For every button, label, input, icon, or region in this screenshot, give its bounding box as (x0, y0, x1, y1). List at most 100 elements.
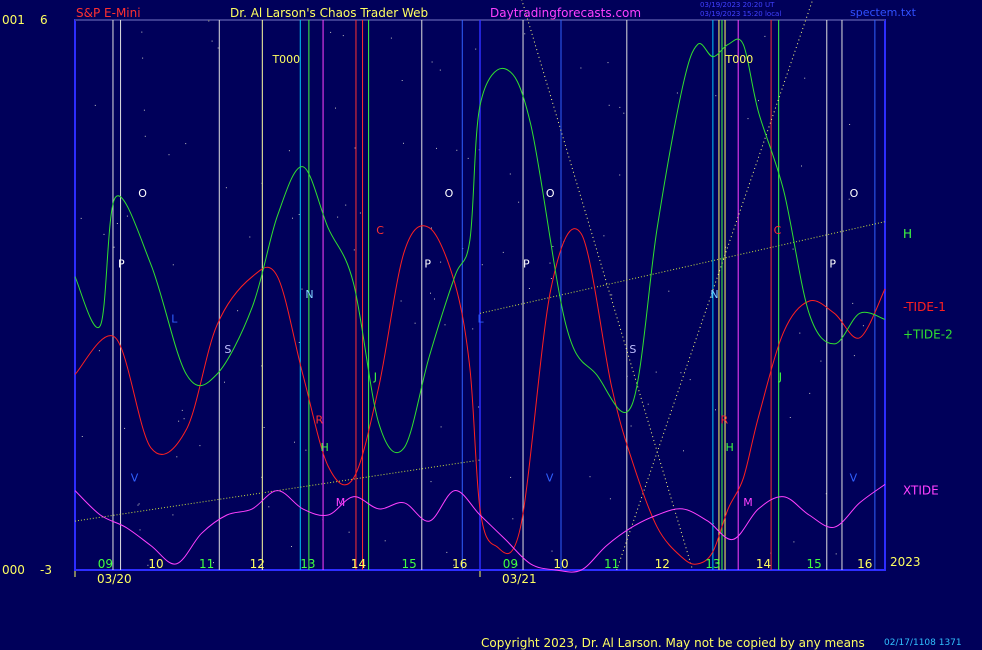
star-dot (354, 147, 356, 149)
annotation-n-12: N (305, 288, 313, 301)
footer-code: 02/17/1108 1371 (884, 638, 962, 648)
star-dot (298, 342, 300, 343)
star-dot (401, 80, 403, 81)
x-tick-1: 10 (148, 557, 163, 571)
star-dot (764, 35, 766, 37)
star-dot (619, 106, 621, 108)
x-tick-5: 14 (351, 557, 366, 571)
star-dot (524, 33, 526, 35)
star-dot (208, 20, 210, 22)
star-dot (589, 476, 591, 478)
x-tick-6: 15 (401, 557, 416, 571)
star-dot (211, 40, 213, 42)
star-dot (142, 57, 144, 59)
annotation-p-8: P (523, 258, 530, 271)
star-dot (294, 441, 295, 443)
star-dot (549, 262, 551, 264)
star-dot (172, 264, 174, 266)
star-dot (801, 165, 802, 167)
star-dot (80, 217, 82, 219)
x-tick-15: 16 (857, 557, 872, 571)
star-dot (747, 118, 749, 120)
series-line-tide-1 (74, 225, 886, 565)
copyright-text: Copyright 2023, Dr. Al Larson. May not b… (481, 636, 865, 650)
star-dot (550, 278, 552, 279)
star-dot (528, 288, 530, 289)
star-dot (384, 540, 386, 542)
star-dot (862, 325, 864, 327)
annotation-l-27: L (171, 313, 178, 326)
star-dot (337, 216, 339, 218)
star-dot (509, 173, 511, 175)
star-dot (552, 246, 554, 247)
star-dot (181, 409, 183, 411)
star-dot (178, 420, 180, 422)
star-dot (510, 476, 512, 478)
star-dot (143, 109, 145, 111)
series-line-xtide (74, 483, 886, 573)
trend-line-1 (479, 221, 886, 314)
annotation-s-14: S (224, 343, 231, 356)
x-tick-9: 10 (553, 557, 568, 571)
star-dot (608, 104, 610, 106)
star-dot (512, 518, 514, 520)
star-dot (580, 67, 582, 69)
star-dot (330, 31, 332, 33)
star-dot (224, 381, 225, 383)
y-tick-right-0: 6 (40, 13, 48, 27)
star-dot (793, 541, 795, 543)
star-dot (263, 427, 265, 428)
star-dot (268, 506, 270, 508)
annotation-s-15: S (629, 343, 636, 356)
star-dot (342, 35, 344, 37)
annotation-r-18: R (315, 413, 323, 426)
star-dot (103, 233, 105, 235)
star-dot (820, 360, 822, 362)
legend-label-tide-1: -TIDE-1 (903, 300, 946, 314)
star-dot (804, 77, 806, 79)
x-tick-2: 11 (199, 557, 214, 571)
star-dot (141, 31, 143, 33)
annotation-t000-0: T000 (271, 53, 300, 66)
star-dot (475, 48, 477, 50)
annotation-m-22: M (336, 496, 346, 509)
star-dot (848, 198, 850, 200)
star-dot (715, 409, 716, 411)
x-tick-3: 12 (250, 557, 265, 571)
star-dot (94, 104, 96, 106)
x-tick-0: 09 (98, 557, 113, 571)
x-tick-10: 11 (604, 557, 619, 571)
star-dot (758, 100, 759, 102)
x-tick-13: 14 (756, 557, 771, 571)
star-dot (199, 445, 201, 447)
star-dot (172, 514, 174, 516)
annotation-p-7: P (424, 258, 431, 271)
star-dot (551, 550, 553, 552)
x-tick-8: 09 (503, 557, 518, 571)
star-dot (292, 217, 293, 219)
star-dot (619, 174, 621, 176)
y-tick-left-0: 001 (2, 13, 25, 27)
star-dot (680, 372, 682, 374)
star-dot (655, 371, 657, 373)
star-dot (689, 379, 691, 381)
star-dot (126, 215, 128, 217)
star-dot (403, 142, 404, 144)
site-link[interactable]: Daytradingforecasts.com (490, 6, 642, 20)
star-dot (298, 214, 300, 215)
star-dot (603, 235, 605, 237)
star-dot (668, 290, 670, 292)
star-dot (715, 95, 717, 97)
annotation-v-26: V (850, 471, 858, 484)
date-label-1: 03/21 (502, 572, 537, 586)
star-dot (478, 406, 480, 408)
star-dot (456, 149, 458, 151)
annotation-m-23: M (743, 496, 753, 509)
star-dot (137, 504, 139, 506)
timestamp-ut: 03/19/2023 20:20 UT (700, 1, 775, 9)
annotation-c-10: C (376, 224, 384, 237)
star-dot (481, 264, 483, 266)
star-dot (725, 246, 727, 248)
annotation-p-6: P (118, 258, 125, 271)
